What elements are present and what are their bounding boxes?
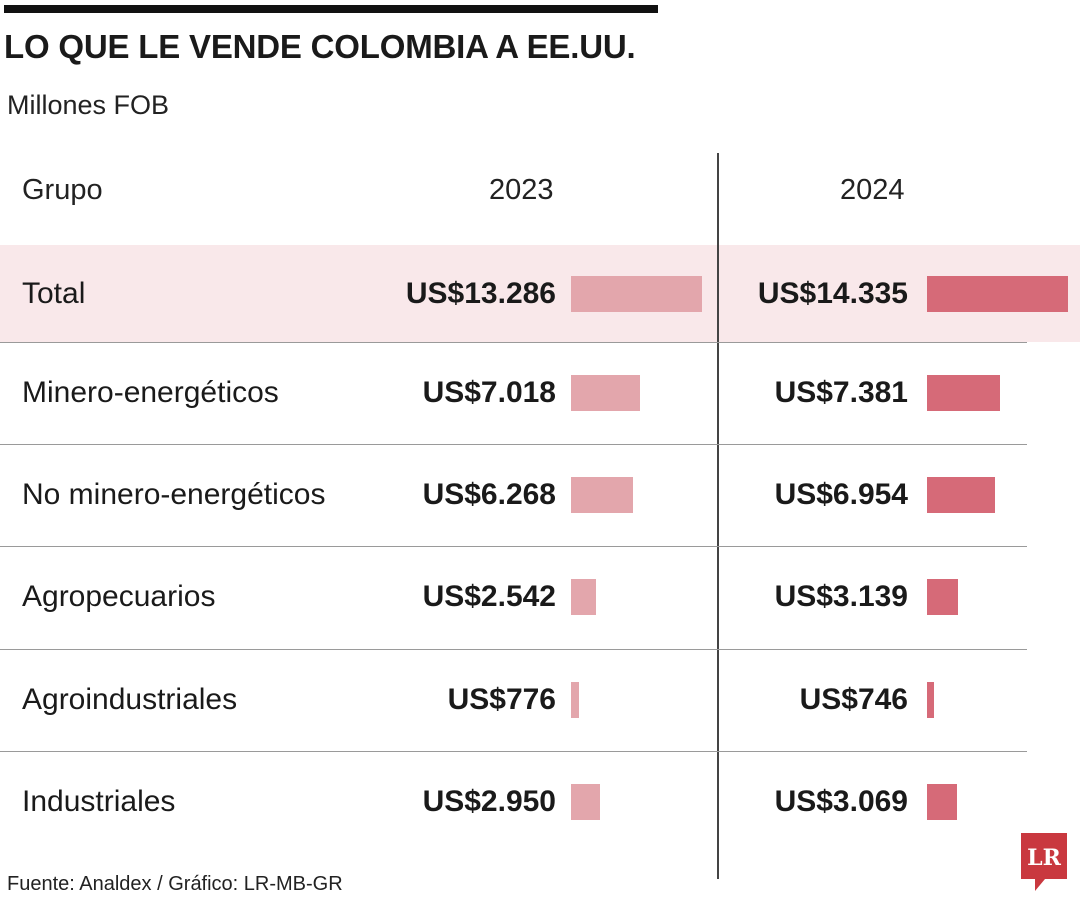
value-2024: US$3.139 bbox=[774, 580, 908, 613]
lr-logo-text: LR bbox=[1027, 845, 1061, 871]
bar-2023 bbox=[571, 275, 702, 312]
row-separator bbox=[0, 751, 1027, 752]
bar-2023 bbox=[571, 579, 596, 615]
total-row-highlight bbox=[0, 245, 1080, 342]
value-2024: US$3.069 bbox=[774, 785, 908, 818]
lr-logo-mark: LR bbox=[1021, 833, 1067, 891]
row-label: Industriales bbox=[22, 785, 176, 818]
table-row: Total US$13.286 US$14.335 bbox=[0, 245, 1080, 342]
value-2024: US$6.954 bbox=[774, 478, 908, 511]
bar-2024 bbox=[927, 682, 934, 718]
chart-subtitle: Millones FOB bbox=[7, 90, 170, 120]
value-2023: US$2.950 bbox=[422, 785, 556, 818]
row-label: Total bbox=[22, 276, 86, 310]
lr-logo: LR bbox=[1021, 833, 1067, 893]
bar-2024 bbox=[927, 579, 958, 615]
bar-2023 bbox=[571, 477, 633, 513]
value-2024: US$746 bbox=[799, 683, 908, 716]
row-separator bbox=[0, 546, 1027, 547]
value-2023: US$2.542 bbox=[422, 580, 556, 613]
row-label: Minero-energéticos bbox=[22, 376, 279, 409]
value-2023: US$6.268 bbox=[422, 478, 556, 511]
table-row: Industriales US$2.950 US$3.069 bbox=[0, 752, 1080, 852]
bar-2023 bbox=[571, 784, 600, 820]
source-note: Fuente: Analdex / Gráfico: LR-MB-GR bbox=[7, 873, 343, 895]
value-2023: US$13.286 bbox=[405, 276, 556, 310]
header-group: Grupo bbox=[22, 174, 103, 206]
value-2023: US$7.018 bbox=[422, 376, 556, 409]
bar-2023 bbox=[571, 682, 579, 718]
row-label: Agropecuarios bbox=[22, 580, 216, 613]
bar-2023 bbox=[571, 375, 640, 411]
header-2023: 2023 bbox=[489, 174, 554, 206]
header-2024: 2024 bbox=[840, 174, 905, 206]
value-2024: US$7.381 bbox=[774, 376, 908, 409]
row-label: Agroindustriales bbox=[22, 683, 238, 716]
table-row: Agroindustriales US$776 US$746 bbox=[0, 650, 1080, 750]
row-separator bbox=[0, 444, 1027, 445]
bar-2024 bbox=[927, 275, 1068, 312]
row-separator bbox=[0, 649, 1027, 650]
value-2023: US$776 bbox=[447, 683, 556, 716]
table-row: Minero-energéticos US$7.018 US$7.381 bbox=[0, 343, 1080, 443]
bar-2024 bbox=[927, 784, 957, 820]
row-separator bbox=[0, 342, 1027, 343]
top-rule bbox=[4, 5, 658, 13]
bar-2024 bbox=[927, 375, 1000, 411]
table-row: Agropecuarios US$2.542 US$3.139 bbox=[0, 547, 1080, 647]
column-divider bbox=[717, 153, 719, 879]
chart-title: LO QUE LE VENDE COLOMBIA A EE.UU. bbox=[4, 28, 636, 65]
row-label: No minero-energéticos bbox=[22, 478, 326, 511]
bar-2024 bbox=[927, 477, 995, 513]
table-row: No minero-energéticos US$6.268 US$6.954 bbox=[0, 445, 1080, 545]
value-2024: US$14.335 bbox=[757, 276, 908, 310]
